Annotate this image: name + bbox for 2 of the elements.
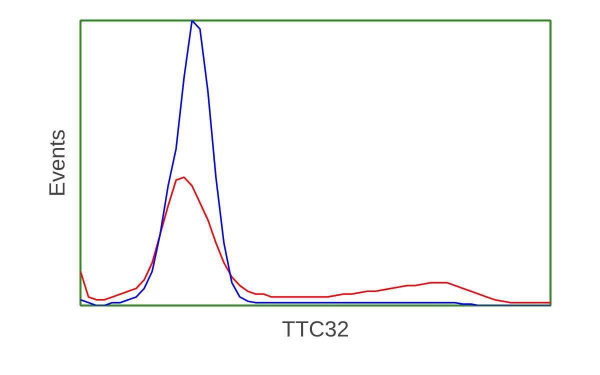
x-axis-title: TTC32 [282, 316, 350, 342]
y-axis-title: Events [44, 129, 70, 197]
